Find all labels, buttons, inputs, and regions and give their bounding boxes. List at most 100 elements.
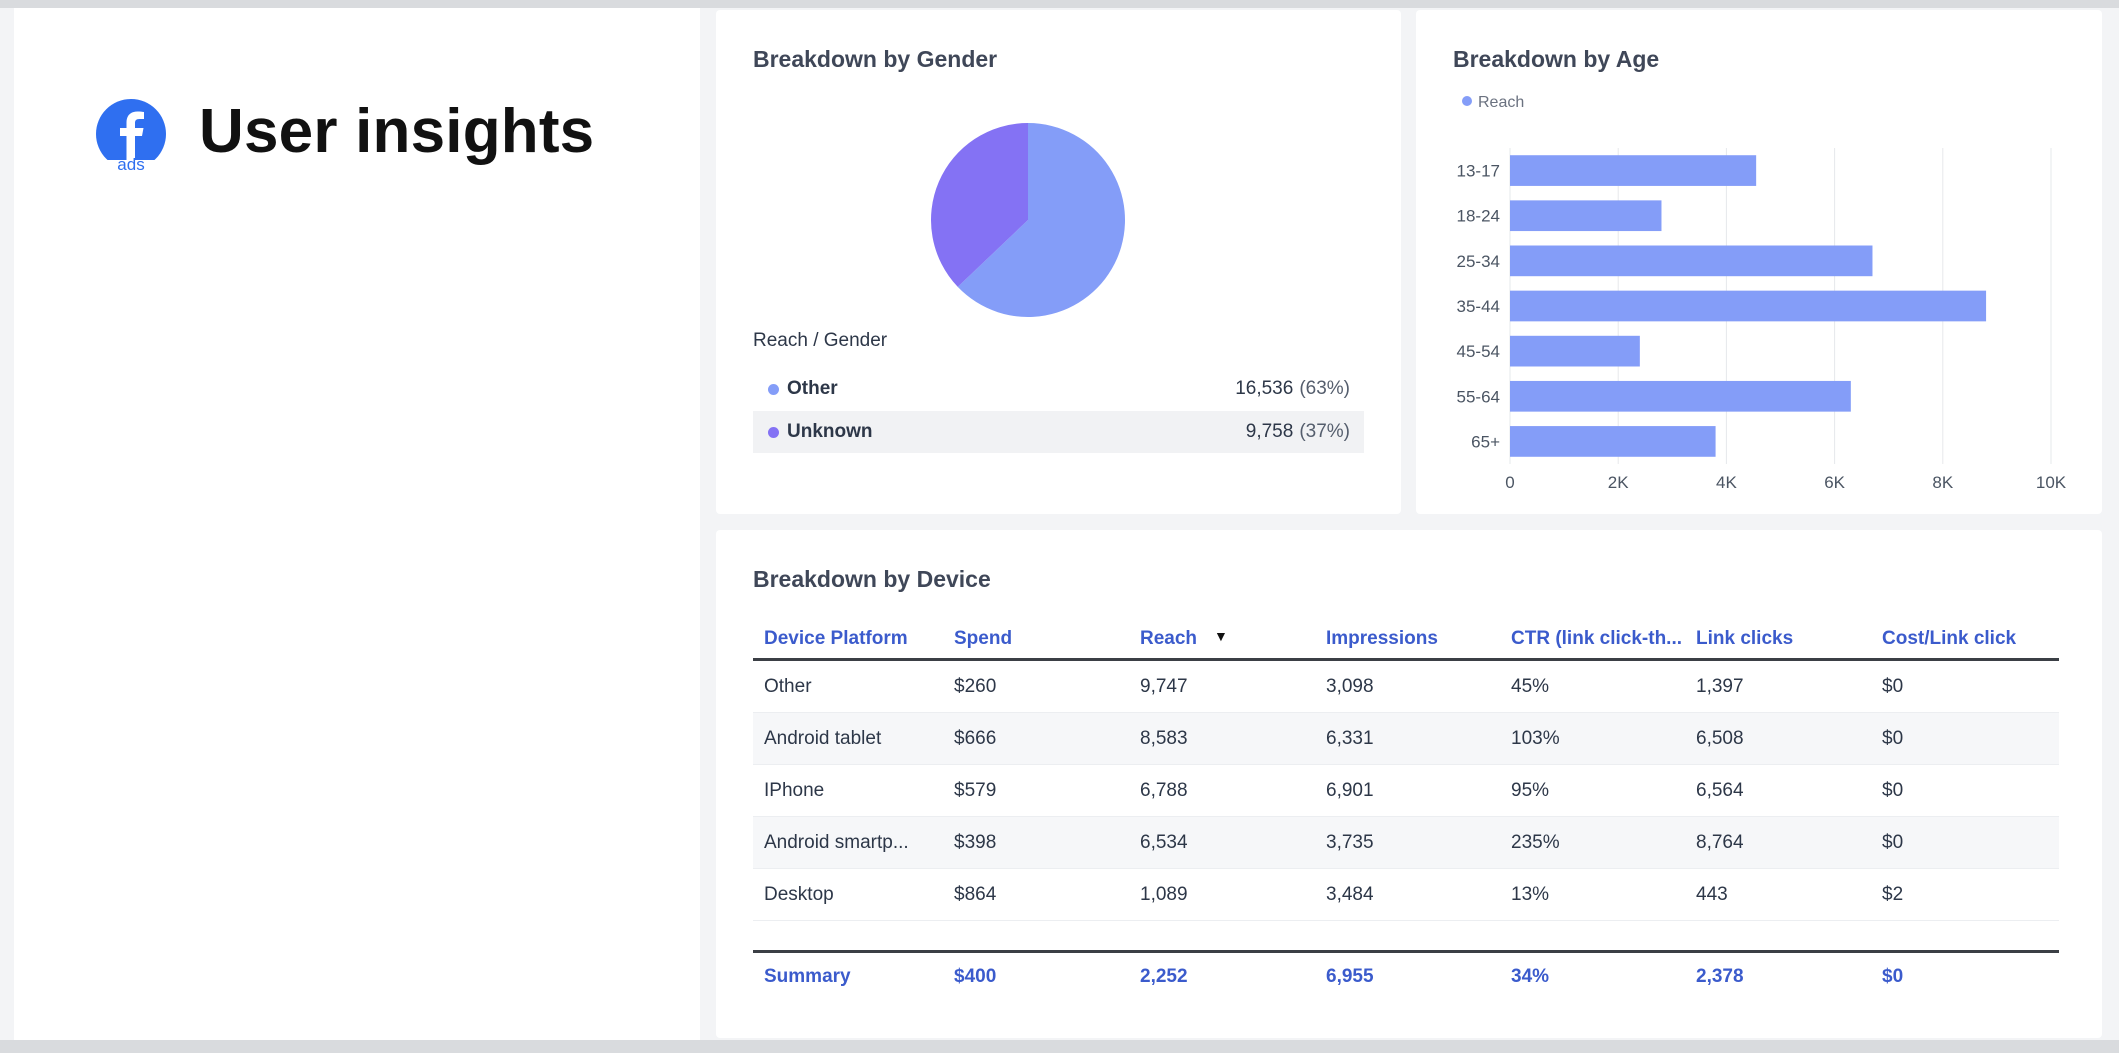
gender-percent: (37%): [1299, 421, 1350, 442]
table-row[interactable]: Desktop $864 1,089 3,484 13% 443 $2: [753, 869, 2059, 921]
cell-cost-per-link-click: $0: [1882, 832, 1904, 853]
column-header-spend[interactable]: Spend: [954, 628, 1013, 649]
cell-cost-per-link-click: $2: [1882, 884, 1904, 905]
table-row[interactable]: Other $260 9,747 3,098 45% 1,397 $0: [753, 661, 2059, 713]
table-row[interactable]: IPhone $579 6,788 6,901 95% 6,564 $0: [753, 765, 2059, 817]
column-header-device-platform[interactable]: Device Platform: [764, 628, 908, 649]
logo-ads-text: ads: [117, 155, 144, 170]
cell-reach: 1,089: [1140, 884, 1188, 905]
y-tick-label: 65+: [1471, 432, 1500, 451]
age-legend[interactable]: Reach: [1462, 94, 1524, 112]
column-header-ctr[interactable]: CTR (link click-th...: [1511, 628, 1683, 649]
gender-label: Unknown: [787, 421, 873, 442]
age-card-title: Breakdown by Age: [1453, 46, 1660, 72]
age-breakdown-card: Breakdown by Age Reach 0 2K 4K 6K 8K 10K 13-17…: [1416, 10, 2102, 514]
gender-count: 9,758: [1245, 421, 1294, 442]
cell-link-clicks: 443: [1696, 884, 1728, 905]
cell-reach: 8,583: [1140, 728, 1188, 749]
y-tick-label: 18-24: [1457, 207, 1500, 226]
summary-cell-impressions: 6,955: [1326, 966, 1374, 987]
age-bar-13-17[interactable]: [1510, 155, 1757, 186]
x-tick-label: 6K: [1824, 473, 1845, 492]
x-tick-label: 8K: [1932, 473, 1953, 492]
column-header-impressions[interactable]: Impressions: [1326, 628, 1438, 649]
header-panel: ads User insights: [14, 8, 700, 1040]
age-bar-45-54[interactable]: [1510, 335, 1640, 367]
age-bar-55-64[interactable]: [1510, 380, 1851, 412]
cell-device-platform: IPhone: [764, 780, 825, 801]
y-tick-label: 25-34: [1457, 252, 1500, 271]
cell-cost-per-link-click: $0: [1882, 676, 1904, 697]
pie-slice-other[interactable]: [957, 123, 1125, 317]
cell-spend: $579: [954, 780, 997, 801]
x-tick-label: 2K: [1608, 473, 1629, 492]
cell-cost-per-link-click: $0: [1882, 780, 1904, 801]
age-legend-label: Reach: [1478, 94, 1525, 111]
y-tick-label: 55-64: [1457, 387, 1500, 406]
summary-cell-device-platform: Summary: [764, 966, 851, 987]
gender-legend-row-other[interactable]: Other 16,536 (63%): [753, 368, 1364, 410]
summary-cell-link-clicks: 2,378: [1696, 966, 1744, 987]
column-header-reach[interactable]: Reach: [1140, 628, 1198, 649]
column-header-cost-per-link-click[interactable]: Cost/Link click: [1882, 628, 2017, 649]
cell-spend: $260: [954, 676, 997, 697]
pie-slice-unknown[interactable]: [931, 123, 1028, 287]
cell-spend: $398: [954, 832, 997, 853]
top-bar: [0, 0, 2119, 8]
facebook-ads-logo-icon: ads: [96, 99, 166, 170]
gender-pie-chart: [931, 123, 1125, 317]
y-tick-label: 13-17: [1457, 162, 1500, 181]
gender-value: 9,758 (37%): [1246, 421, 1350, 443]
cell-ctr: 13%: [1511, 884, 1550, 905]
cell-impressions: 6,331: [1326, 728, 1374, 749]
cell-reach: 6,788: [1140, 780, 1188, 801]
cell-impressions: 3,484: [1326, 884, 1374, 905]
gender-percent: (63%): [1299, 378, 1350, 399]
cell-device-platform: Other: [764, 676, 812, 697]
x-tick-label: 0: [1505, 473, 1514, 492]
table-summary-row: Summary $400 2,252 6,955 34% 2,378 $0: [753, 950, 2059, 1003]
cell-link-clicks: 1,397: [1696, 676, 1744, 697]
cell-link-clicks: 8,764: [1696, 832, 1744, 853]
age-bar-25-34[interactable]: [1510, 245, 1873, 277]
age-bar-65+[interactable]: [1510, 426, 1716, 457]
cell-reach: 6,534: [1140, 832, 1188, 853]
cell-device-platform: Android tablet: [764, 728, 882, 749]
cell-impressions: 6,901: [1326, 780, 1374, 801]
gender-breakdown-card: Breakdown by Gender Reach / Gender Other…: [716, 10, 1401, 514]
device-card-title: Breakdown by Device: [753, 566, 991, 592]
cell-ctr: 235%: [1511, 832, 1560, 853]
summary-cell-reach: 2,252: [1140, 966, 1188, 987]
sort-descending-icon[interactable]: ▼: [1214, 628, 1228, 644]
y-tick-label: 45-54: [1457, 342, 1500, 361]
cell-spend: $666: [954, 728, 997, 749]
cell-ctr: 95%: [1511, 780, 1550, 801]
device-table: Device Platform Spend Reach ▼ Impression…: [753, 620, 2059, 921]
column-header-link-clicks[interactable]: Link clicks: [1696, 628, 1794, 649]
y-tick-label: 35-44: [1457, 297, 1500, 316]
summary-cell-ctr: 34%: [1511, 966, 1550, 987]
gender-sub-label: Reach / Gender: [753, 330, 888, 351]
table-body: Other $260 9,747 3,098 45% 1,397 $0 Android tab…: [753, 661, 2059, 921]
table-row[interactable]: Android smartp... $398 6,534 3,735 235% 8,764…: [753, 817, 2059, 869]
cell-device-platform: Android smartp...: [764, 832, 909, 853]
cell-device-platform: Desktop: [764, 884, 834, 905]
cell-ctr: 45%: [1511, 676, 1550, 697]
cell-ctr: 103%: [1511, 728, 1560, 749]
cell-impressions: 3,735: [1326, 832, 1374, 853]
page-title: User insights: [199, 97, 595, 166]
cell-cost-per-link-click: $0: [1882, 728, 1904, 749]
age-bar-35-44[interactable]: [1510, 290, 1987, 322]
age-bar-chart: 0 2K 4K 6K 8K 10K 13-17 18-24 25-34 35-44 45-54 55-…: [1457, 148, 2067, 492]
bottom-bar: [0, 1040, 2119, 1053]
gender-value: 16,536 (63%): [1235, 378, 1350, 400]
cell-reach: 9,747: [1140, 676, 1188, 697]
legend-dot-icon: [1462, 96, 1472, 106]
age-bar-18-24[interactable]: [1510, 200, 1662, 232]
gender-legend-row-unknown[interactable]: Unknown 9,758 (37%): [753, 411, 1364, 453]
x-tick-label: 4K: [1716, 473, 1737, 492]
x-tick-label: 10K: [2036, 473, 2067, 492]
summary-cell-spend: $400: [954, 966, 997, 987]
table-row[interactable]: Android tablet $666 8,583 6,331 103% 6,508 $0: [753, 713, 2059, 765]
cell-link-clicks: 6,508: [1696, 728, 1744, 749]
